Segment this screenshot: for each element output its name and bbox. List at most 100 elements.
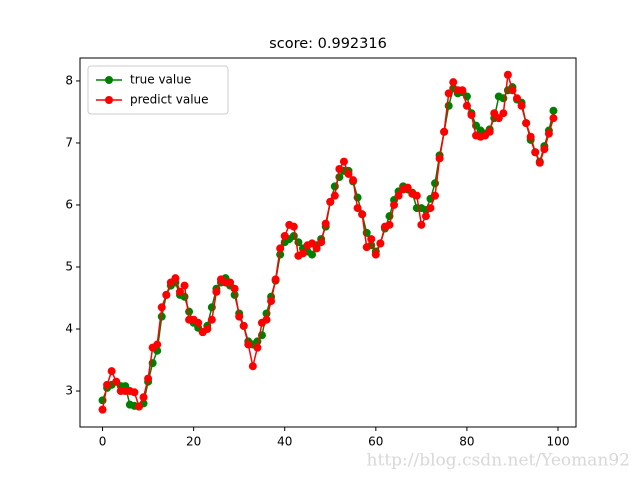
data-point bbox=[499, 109, 508, 118]
data-point bbox=[321, 219, 330, 228]
x-tick-label: 100 bbox=[547, 435, 570, 449]
data-point bbox=[171, 274, 180, 283]
data-point bbox=[426, 204, 435, 213]
data-point bbox=[280, 231, 289, 240]
data-point bbox=[417, 220, 426, 229]
data-point bbox=[371, 250, 380, 259]
data-point bbox=[540, 145, 549, 154]
data-point bbox=[353, 204, 362, 213]
data-point bbox=[312, 244, 321, 253]
data-point bbox=[458, 86, 467, 95]
data-point bbox=[435, 154, 444, 163]
data-point bbox=[421, 212, 430, 221]
data-point bbox=[107, 367, 116, 376]
data-point bbox=[308, 250, 317, 259]
data-point bbox=[549, 114, 558, 123]
data-point bbox=[134, 402, 143, 411]
data-point bbox=[517, 101, 526, 110]
data-point bbox=[431, 191, 440, 200]
data-point bbox=[144, 374, 153, 383]
data-point bbox=[139, 393, 148, 402]
data-point bbox=[367, 235, 376, 244]
y-tick-label: 8 bbox=[65, 73, 73, 87]
plot-frame bbox=[79, 57, 577, 428]
data-point bbox=[535, 158, 544, 167]
data-point bbox=[412, 191, 421, 200]
legend-box bbox=[87, 65, 229, 115]
data-point bbox=[98, 405, 107, 414]
x-tick-label: 20 bbox=[186, 435, 201, 449]
data-point bbox=[194, 318, 203, 327]
legend-label: true value bbox=[130, 73, 191, 87]
data-point bbox=[103, 380, 112, 389]
data-point bbox=[358, 210, 367, 219]
data-point bbox=[235, 312, 244, 321]
y-tick-label: 7 bbox=[65, 135, 73, 149]
data-point bbox=[431, 179, 440, 188]
y-tick-label: 6 bbox=[65, 197, 73, 211]
data-point bbox=[112, 377, 121, 386]
data-point bbox=[207, 315, 216, 324]
data-point bbox=[376, 239, 385, 248]
data-point bbox=[130, 388, 139, 397]
watermark: http://blog.csdn.net/Yeoman92 bbox=[367, 451, 630, 471]
data-point bbox=[390, 200, 399, 209]
data-point bbox=[248, 362, 257, 371]
data-point bbox=[526, 132, 535, 141]
data-point bbox=[157, 303, 166, 312]
data-point bbox=[262, 315, 271, 324]
legend-marker bbox=[105, 96, 113, 104]
data-point bbox=[403, 183, 412, 192]
data-point bbox=[440, 127, 449, 136]
data-point bbox=[289, 222, 298, 231]
data-point bbox=[544, 129, 553, 138]
data-point bbox=[444, 101, 453, 110]
data-point bbox=[549, 106, 558, 115]
chart-title: score: 0.992316 bbox=[269, 36, 387, 52]
data-point bbox=[339, 157, 348, 166]
x-tick-label: 80 bbox=[459, 435, 474, 449]
data-point bbox=[485, 127, 494, 136]
data-point bbox=[326, 197, 335, 206]
data-point bbox=[271, 275, 280, 284]
legend-marker bbox=[105, 76, 113, 84]
data-point bbox=[267, 297, 276, 306]
data-point bbox=[449, 78, 458, 87]
data-point bbox=[244, 340, 253, 349]
data-point bbox=[362, 243, 371, 252]
data-point bbox=[531, 148, 540, 157]
data-point bbox=[203, 325, 212, 334]
data-point bbox=[344, 169, 353, 178]
data-point bbox=[503, 70, 512, 79]
x-tick-label: 0 bbox=[99, 435, 107, 449]
legend-label: predict value bbox=[130, 93, 209, 107]
data-point bbox=[513, 94, 522, 103]
data-point bbox=[180, 281, 189, 290]
data-point bbox=[253, 343, 262, 352]
data-point bbox=[330, 191, 339, 200]
data-point bbox=[335, 165, 344, 174]
data-point bbox=[467, 111, 476, 120]
data-point bbox=[394, 191, 403, 200]
data-point bbox=[230, 284, 239, 293]
data-point bbox=[522, 119, 531, 128]
data-point bbox=[175, 287, 184, 296]
y-tick-label: 5 bbox=[65, 259, 73, 273]
data-point bbox=[276, 250, 285, 259]
data-point bbox=[349, 176, 358, 185]
y-tick-label: 4 bbox=[65, 322, 73, 336]
x-tick-label: 40 bbox=[277, 435, 292, 449]
data-point bbox=[226, 278, 235, 287]
data-point bbox=[239, 321, 248, 330]
data-point bbox=[317, 238, 326, 247]
data-point bbox=[444, 89, 453, 98]
data-point bbox=[508, 86, 517, 95]
data-point bbox=[385, 220, 394, 229]
data-point bbox=[153, 340, 162, 349]
x-tick-label: 60 bbox=[368, 435, 383, 449]
y-tick-label: 3 bbox=[65, 384, 73, 398]
data-point bbox=[157, 312, 166, 321]
data-point bbox=[462, 101, 471, 110]
data-point bbox=[276, 244, 285, 253]
